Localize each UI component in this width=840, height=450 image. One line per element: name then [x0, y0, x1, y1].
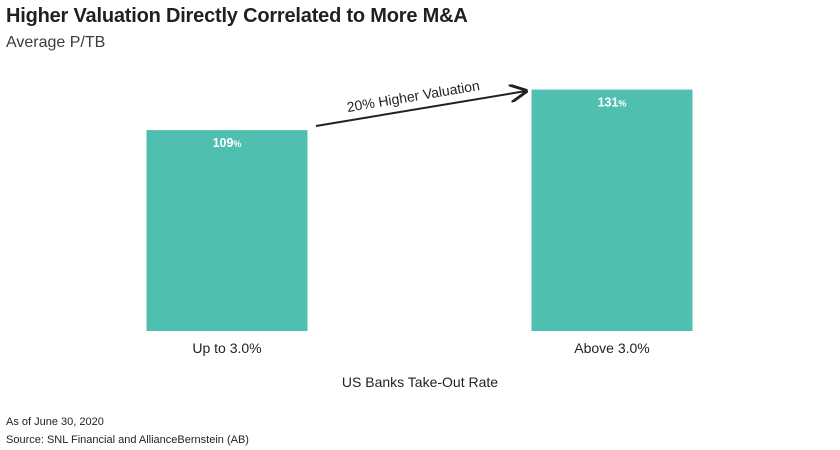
chart-title: Higher Valuation Directly Correlated to …: [6, 5, 468, 27]
chart-subtitle: Average P/TB: [6, 34, 106, 51]
annotation-arrow: [315, 91, 526, 127]
source-note: Source: SNL Financial and AllianceBernst…: [6, 434, 249, 446]
x-tick-label-1: Up to 3.0%: [192, 340, 261, 356]
data-label-2: 131%: [598, 96, 627, 110]
x-axis-label: US Banks Take-Out Rate: [342, 374, 498, 390]
as-of-note: As of June 30, 2020: [6, 416, 104, 428]
data-label-1: 109%: [213, 136, 242, 150]
bar-2: [531, 89, 693, 331]
bar-1: [146, 130, 308, 331]
x-tick-label-2: Above 3.0%: [574, 340, 650, 356]
